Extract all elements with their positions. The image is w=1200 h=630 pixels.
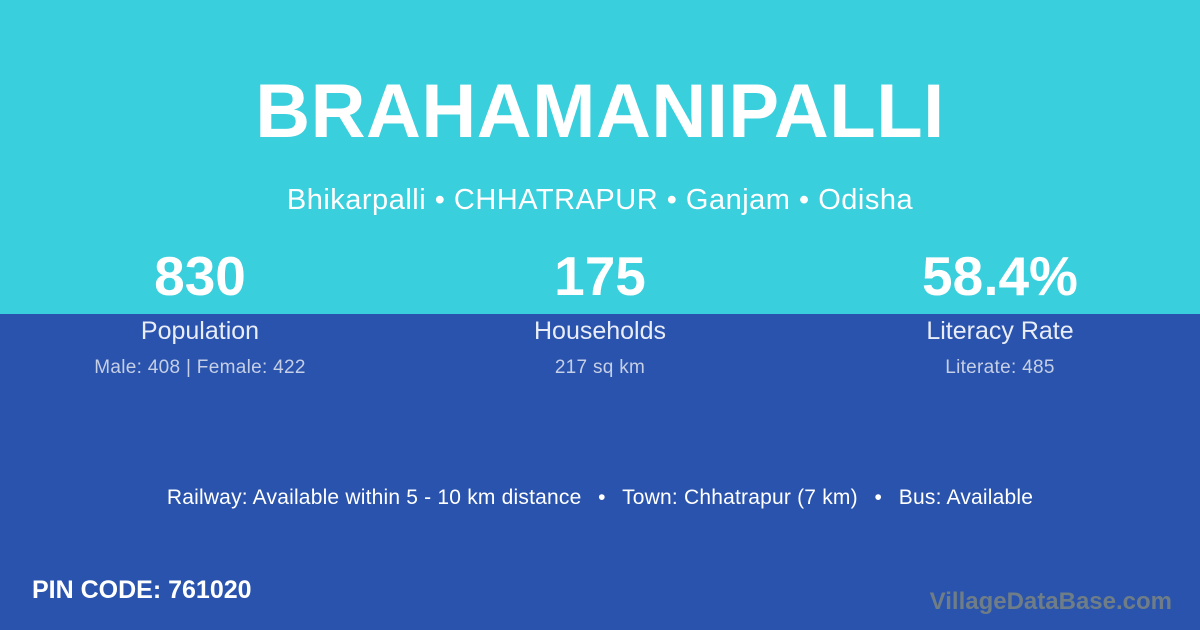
literacy-detail: Literate: 485 bbox=[945, 357, 1055, 378]
literacy-label: Literacy Rate bbox=[926, 317, 1074, 345]
stat-population: 830 Population Male: 408 | Female: 422 bbox=[0, 245, 400, 379]
stats-row: 830 Population Male: 408 | Female: 422 1… bbox=[0, 245, 1200, 379]
population-value: 830 bbox=[154, 245, 246, 307]
literacy-value: 58.4% bbox=[922, 245, 1078, 307]
stat-literacy: 58.4% Literacy Rate Literate: 485 bbox=[800, 245, 1200, 379]
header-band bbox=[0, 0, 1200, 314]
transport-info: Railway: Available within 5 - 10 km dist… bbox=[166, 486, 1034, 509]
pin-code: PIN CODE: 761020 bbox=[32, 576, 252, 604]
households-label: Households bbox=[533, 317, 667, 345]
site-watermark: VillageDataBase.com bbox=[929, 588, 1172, 615]
population-detail: Male: 408 | Female: 422 bbox=[94, 357, 306, 378]
stat-households: 175 Households 217 sq km bbox=[400, 245, 800, 379]
population-label: Population bbox=[140, 317, 260, 345]
page-title: BRAHAMANIPALLI bbox=[255, 69, 945, 154]
households-value: 175 bbox=[554, 245, 646, 307]
breadcrumb-location: Bhikarpalli • CHHATRAPUR • Ganjam • Odis… bbox=[286, 184, 914, 216]
households-detail: 217 sq km bbox=[554, 357, 646, 378]
